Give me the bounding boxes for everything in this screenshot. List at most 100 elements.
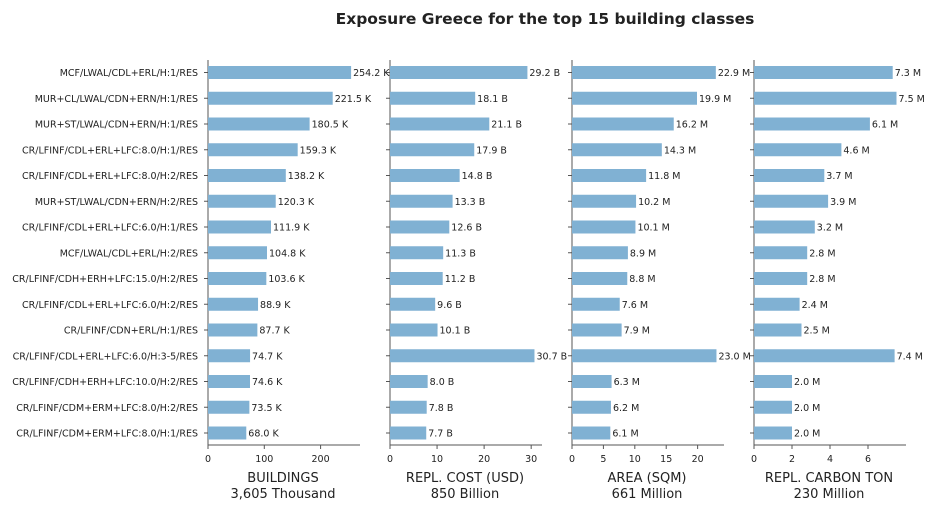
- bar: [572, 272, 628, 285]
- bar-value-label: 13.3 B: [455, 197, 486, 208]
- bar-value-label: 6.1 M: [612, 429, 638, 440]
- bar-value-label: 138.2 K: [288, 171, 325, 182]
- bar: [208, 169, 286, 182]
- x-tick-label: 20: [692, 454, 704, 465]
- bar-value-label: 6.2 M: [613, 403, 639, 414]
- bar: [572, 426, 611, 440]
- x-axis-title: REPL. CARBON TON: [765, 471, 893, 486]
- bar: [390, 117, 490, 131]
- bar-value-label: 7.5 M: [899, 94, 925, 105]
- bar-value-label: 3.9 M: [830, 197, 856, 208]
- bar-value-label: 221.5 K: [335, 94, 372, 105]
- bar: [572, 400, 611, 414]
- x-axis-subtitle: 850 Billion: [431, 487, 500, 502]
- bar: [208, 272, 267, 285]
- category-label: MUR+CL/LWAL/CDN+ERN/H:1/RES: [35, 94, 198, 105]
- x-axis-subtitle: 3,605 Thousand: [231, 487, 336, 502]
- bar-value-label: 2.5 M: [804, 326, 830, 337]
- bar: [208, 143, 298, 157]
- bar-value-label: 87.7 K: [259, 326, 290, 337]
- category-label: CR/LFINF/CDH+ERH+LFC:10.0/H:2/RES: [12, 377, 198, 388]
- category-label: MUR+ST/LWAL/CDN+ERN/H:2/RES: [35, 197, 198, 208]
- bar: [208, 426, 247, 440]
- bar-value-label: 180.5 K: [312, 120, 349, 131]
- x-tick-label: 6: [865, 454, 871, 465]
- bar-value-label: 16.2 M: [676, 120, 708, 131]
- x-tick-label: 5: [600, 454, 606, 465]
- bar-value-label: 11.2 B: [445, 274, 476, 285]
- bar: [390, 426, 427, 440]
- bar: [572, 349, 717, 363]
- bar: [390, 297, 436, 311]
- bar-value-label: 22.9 M: [718, 68, 750, 79]
- bar-value-label: 18.1 B: [477, 94, 508, 105]
- bar-value-label: 8.0 B: [430, 377, 455, 388]
- bar: [754, 400, 792, 414]
- bar: [754, 246, 808, 260]
- bar-value-label: 3.2 M: [817, 223, 843, 234]
- bar-value-label: 10.1 B: [440, 326, 471, 337]
- bar-value-label: 74.6 K: [252, 377, 283, 388]
- bar: [390, 66, 528, 79]
- bar: [390, 349, 535, 363]
- bar-value-label: 120.3 K: [278, 197, 315, 208]
- x-axis-title: BUILDINGS: [247, 471, 318, 486]
- bar: [572, 66, 716, 79]
- x-tick-label: 4: [827, 454, 833, 465]
- x-tick-label: 0: [751, 454, 757, 465]
- x-axis-title: REPL. COST (USD): [406, 471, 524, 486]
- bar: [754, 323, 802, 337]
- bar-value-label: 7.9 M: [624, 326, 650, 337]
- x-tick-label: 0: [569, 454, 575, 465]
- bar-value-label: 29.2 B: [529, 68, 560, 79]
- category-label: MCF/LWAL/CDL+ERL/H:2/RES: [60, 248, 198, 259]
- bar: [754, 220, 815, 234]
- bar-value-label: 73.5 K: [251, 403, 282, 414]
- category-label: MCF/LWAL/CDL+ERL/H:1/RES: [60, 68, 198, 79]
- bar-value-label: 104.8 K: [269, 248, 306, 259]
- category-label: CR/LFINF/CDL+ERL+LFC:6.0/H:1/RES: [22, 223, 198, 234]
- panel-2: 29.2 B 18.1 B 21.1 B 17.9 B 14.8 B 13.3 B 12.6…: [386, 60, 567, 502]
- bar: [572, 143, 662, 157]
- x-tick-label: 10: [629, 454, 641, 465]
- bar-value-label: 88.9 K: [260, 300, 291, 311]
- bar-value-label: 7.3 M: [895, 68, 921, 79]
- bar-value-label: 7.6 M: [622, 300, 648, 311]
- bar-value-label: 2.8 M: [809, 248, 835, 259]
- bar: [208, 66, 352, 79]
- category-label: CR/LFINF/CDL+ERL+LFC:6.0/H:2/RES: [22, 300, 198, 311]
- bar: [754, 117, 870, 131]
- bar: [208, 220, 271, 234]
- bar: [754, 426, 792, 440]
- bar-value-label: 8.8 M: [629, 274, 655, 285]
- bar-value-label: 17.9 B: [476, 145, 507, 156]
- bar: [572, 375, 612, 388]
- bar: [572, 91, 697, 105]
- bar-value-label: 30.7 B: [536, 351, 567, 362]
- bar: [208, 246, 267, 260]
- bar-value-label: 7.8 B: [429, 403, 454, 414]
- bar: [572, 194, 637, 208]
- bar-value-label: 7.4 M: [897, 351, 923, 362]
- bar-value-label: 21.1 B: [491, 120, 522, 131]
- bar: [390, 91, 476, 105]
- bar: [390, 143, 475, 157]
- bar-value-label: 68.0 K: [248, 429, 279, 440]
- bar-value-label: 11.8 M: [648, 171, 680, 182]
- bar: [390, 323, 438, 337]
- bar-value-label: 254.2 K: [353, 68, 390, 79]
- bar-value-label: 2.4 M: [802, 300, 828, 311]
- category-label: CR/LFINF/CDH+ERH+LFC:15.0/H:2/RES: [12, 274, 198, 285]
- bar: [390, 272, 443, 285]
- bar-value-label: 23.0 M: [718, 351, 750, 362]
- x-axis-title: AREA (SQM): [607, 471, 686, 486]
- x-tick-label: 15: [660, 454, 672, 465]
- bar: [208, 194, 276, 208]
- category-label: CR/LFINF/CDL+ERL+LFC:8.0/H:1/RES: [22, 145, 198, 156]
- bar: [390, 375, 428, 388]
- x-tick-label: 2: [789, 454, 795, 465]
- bar: [390, 194, 453, 208]
- bar: [754, 194, 829, 208]
- bar-value-label: 159.3 K: [300, 145, 337, 156]
